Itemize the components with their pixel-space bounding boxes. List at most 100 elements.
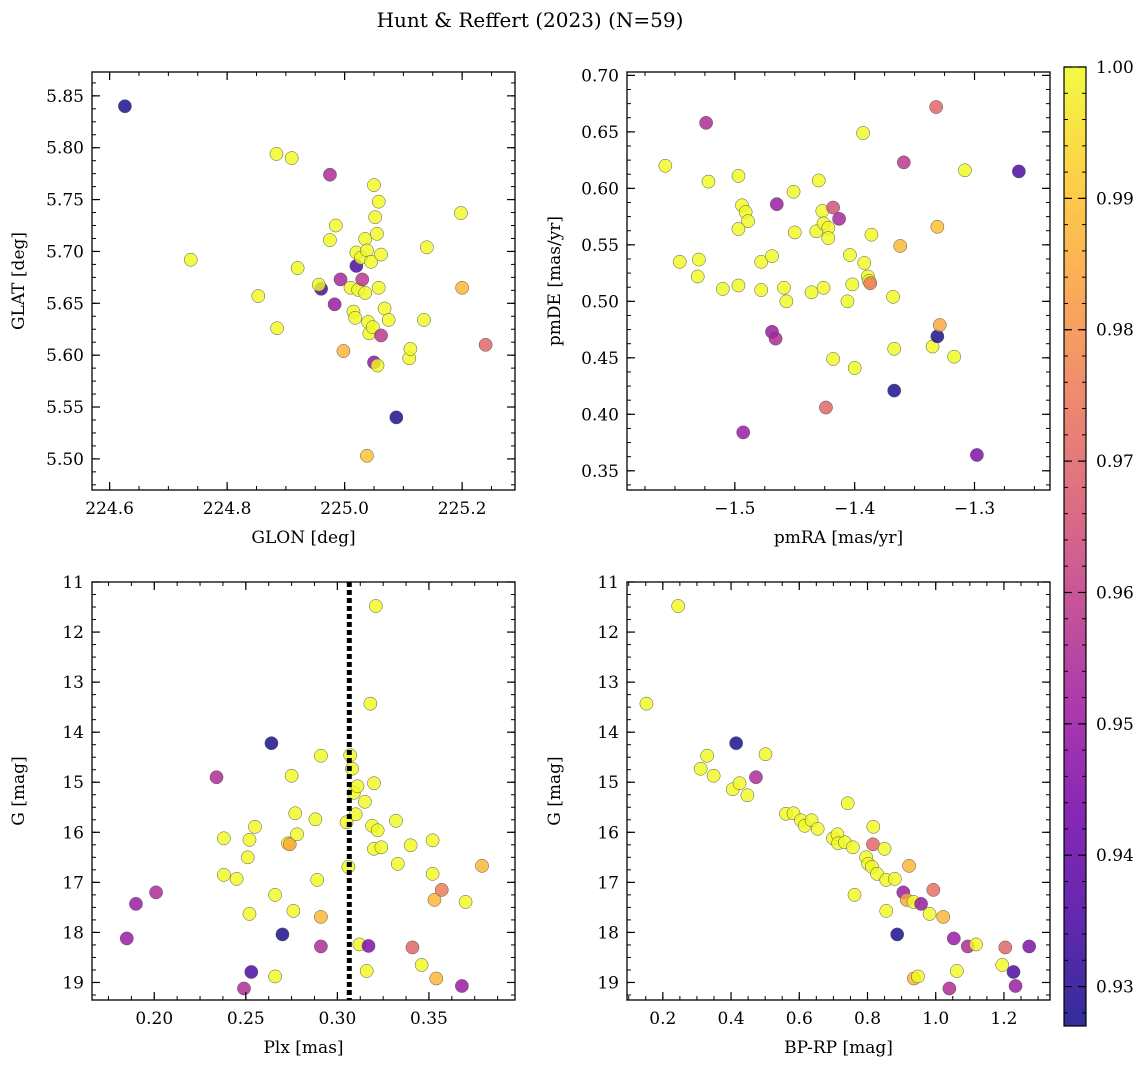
axis-ticks (627, 72, 1050, 490)
data-point (336, 344, 351, 358)
data-point (896, 155, 911, 170)
data-point (284, 151, 299, 165)
x-axis-label: GLON [deg] (251, 528, 355, 548)
axis-ticks (92, 72, 515, 490)
x-tick-label: 225.0 (320, 499, 369, 519)
data-point (242, 907, 257, 921)
data-point (455, 979, 469, 993)
data-point (368, 210, 383, 225)
y-axis-label: pmDE [mas/yr] (545, 216, 565, 346)
data-point (693, 761, 708, 776)
data-point (264, 736, 279, 751)
y-tick-label: 0.65 (581, 123, 619, 143)
data-point (769, 197, 784, 212)
data-point (183, 252, 198, 267)
y-tick-label: 13 (597, 673, 619, 693)
data-point (390, 856, 405, 871)
data-point (371, 280, 386, 295)
y-tick-label: 0.35 (581, 462, 619, 482)
y-axis-label: G [mag] (545, 756, 565, 825)
data-point (361, 939, 376, 953)
data-point (887, 383, 902, 398)
y-tick-label: 12 (62, 623, 84, 643)
scatter-points (119, 599, 489, 996)
data-point (118, 99, 132, 114)
data-point (458, 895, 473, 909)
data-point (237, 981, 251, 996)
data-point (129, 897, 143, 911)
y-tick-label: 13 (62, 673, 84, 693)
data-point (958, 163, 972, 178)
data-point (731, 222, 746, 236)
colorbar-tick-label: 0.95 (1096, 715, 1134, 735)
y-tick-label: 5.85 (46, 87, 84, 107)
data-point (731, 169, 746, 183)
x-tick-label: 1.0 (922, 1009, 949, 1029)
data-point (368, 599, 383, 613)
axes-frame (626, 71, 1051, 491)
data-point (403, 838, 418, 853)
x-tick-label: −1.4 (834, 499, 875, 519)
data-point (282, 837, 297, 852)
y-tick-label: 0.60 (581, 179, 619, 199)
y-tick-label: 14 (62, 723, 84, 743)
x-axis-label: BP-RP [mag] (784, 1038, 893, 1058)
data-point (478, 337, 493, 352)
data-point (475, 858, 489, 873)
data-point (731, 278, 746, 293)
y-tick-label: 17 (597, 873, 619, 893)
y-tick-label: 19 (62, 973, 84, 993)
x-tick-label: 224.8 (203, 499, 252, 519)
data-point (936, 910, 951, 924)
panel-glon-glat: 224.6 224.8 225.0 225.2 5.50 5.55 5.60 5.65 5.70… (9, 71, 516, 548)
data-point (779, 294, 794, 309)
data-point (454, 206, 468, 220)
data-point (286, 904, 301, 918)
data-point (754, 254, 769, 269)
data-point (777, 280, 791, 295)
x-tick-label: 0.35 (410, 1009, 448, 1029)
data-point (290, 261, 305, 275)
data-point (275, 927, 290, 942)
data-point (364, 254, 378, 269)
data-point (845, 840, 860, 855)
y-tick-label: 12 (597, 623, 619, 643)
data-point (950, 964, 964, 978)
panel-plx-g: 0.20 0.25 0.30 0.35 11 12 13 14 15 16 17 18 19 Plx [m… (9, 573, 516, 1058)
data-point (786, 184, 801, 199)
x-tick-label: 225.2 (438, 499, 487, 519)
colorbar-tick-label: 0.94 (1096, 846, 1134, 866)
data-point (348, 310, 363, 325)
x-tick-label: 0.20 (135, 1009, 173, 1029)
data-point (729, 736, 744, 751)
y-tick-label: 5.65 (46, 294, 84, 314)
data-point (658, 158, 673, 173)
data-point (323, 167, 337, 182)
data-point (706, 768, 721, 783)
data-point (890, 927, 905, 942)
data-point (787, 225, 802, 240)
data-point (119, 931, 134, 946)
y-tick-label: 0.40 (581, 405, 619, 425)
data-point (308, 812, 323, 827)
scatter-points (639, 599, 1037, 996)
data-point (290, 827, 304, 842)
data-point (765, 249, 779, 263)
colorbar-tick-label: 0.97 (1096, 452, 1134, 472)
data-point (804, 285, 819, 300)
data-point (639, 696, 654, 711)
y-tick-label: 15 (597, 773, 619, 793)
data-point (314, 939, 328, 954)
data-point (240, 850, 255, 865)
data-point (427, 893, 442, 907)
data-point (929, 100, 944, 114)
data-point (371, 194, 386, 209)
data-point (389, 813, 403, 828)
data-point (840, 294, 855, 309)
data-point (811, 173, 826, 188)
data-point (333, 272, 348, 287)
data-point (736, 425, 751, 440)
data-point (288, 806, 303, 821)
data-point (740, 788, 755, 803)
data-point (374, 328, 388, 343)
